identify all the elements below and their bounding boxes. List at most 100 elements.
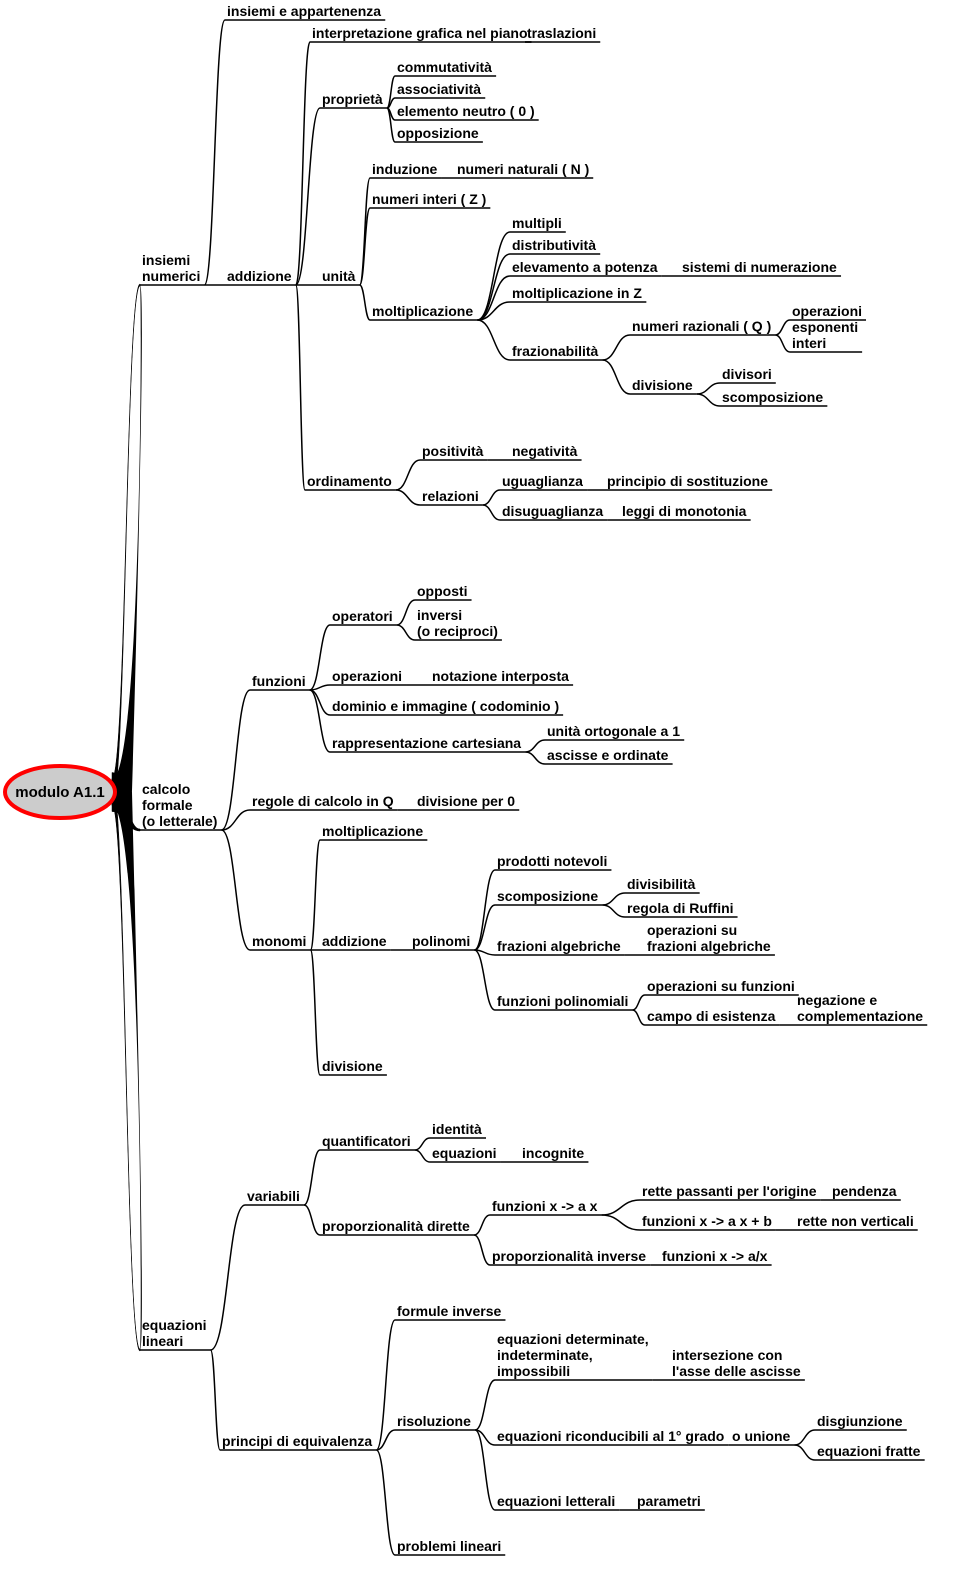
connector: [632, 995, 645, 1010]
node-opposti: opposti: [417, 583, 468, 599]
connector: [525, 752, 545, 764]
node-proporzionalita: proporzionalità dirette: [322, 1218, 470, 1234]
node-f_ax: funzioni x -> a x: [492, 1198, 598, 1214]
node-ordinamento: ordinamento: [307, 473, 392, 489]
node-dominio: dominio e immagine ( codominio ): [332, 698, 559, 714]
connector: [697, 394, 720, 406]
node-esponenti: interi: [792, 335, 826, 351]
node-opposizione: opposizione: [397, 125, 479, 141]
node-op_fraz: frazioni algebriche: [647, 938, 771, 954]
node-o_unione: o unione: [732, 1428, 791, 1444]
node-sistemi_numerazione: sistemi di numerazione: [682, 259, 837, 275]
mindmap-svg: insieminumericiinsiemi e appartenenzaadd…: [0, 0, 960, 1584]
connector: [697, 383, 720, 394]
node-cartesiana: rappresentazione cartesiana: [332, 735, 521, 751]
node-regole_q: regole di calcolo in Q: [252, 793, 394, 809]
node-numeri_naturali: numeri naturali ( N ): [457, 161, 589, 177]
connector: [477, 232, 510, 320]
node-principi: principi di equivalenza: [222, 1433, 372, 1449]
node-determinate: indeterminate,: [497, 1347, 593, 1363]
node-uguaglianza: uguaglianza: [502, 473, 583, 489]
node-operatori: operatori: [332, 608, 393, 624]
node-interi: numeri interi ( Z ): [372, 191, 486, 207]
connector: [795, 1445, 815, 1460]
node-intersezione: intersezione con: [672, 1347, 782, 1363]
node-op_fraz: operazioni su: [647, 922, 737, 938]
node-moltiplicazione: moltiplicazione: [372, 303, 473, 319]
connector: [296, 42, 310, 285]
connector: [602, 905, 625, 917]
node-elevamento: elevamento a potenza: [512, 259, 658, 275]
node-insiemi_numerici: insiemi: [142, 252, 190, 268]
node-prop_inv: proporzionalità inverse: [492, 1248, 646, 1264]
root-connector: [112, 284, 140, 806]
node-fraz_alg: frazioni algebriche: [497, 938, 621, 954]
connector: [221, 690, 250, 830]
node-ruffini: regola di Ruffini: [627, 900, 734, 916]
connector: [204, 20, 225, 285]
node-incognite: incognite: [522, 1145, 584, 1161]
connector: [396, 490, 420, 505]
connector: [602, 893, 625, 905]
connector: [304, 1205, 320, 1235]
connector: [474, 950, 495, 1010]
node-monomi: monomi: [252, 933, 306, 949]
node-elemento_neutro: elemento neutro ( 0 ): [397, 103, 535, 119]
node-distributivita: distributività: [512, 237, 596, 253]
connector: [397, 600, 415, 625]
node-f_a_over_x: funzioni x -> a/x: [662, 1248, 768, 1264]
connector: [775, 320, 790, 335]
connector: [415, 1150, 430, 1162]
connector: [474, 1215, 490, 1235]
connector: [602, 1200, 640, 1215]
node-calcolo_formale: (o letterale): [142, 813, 217, 829]
node-disgiunzione: disgiunzione: [817, 1413, 903, 1429]
connector: [415, 1138, 430, 1150]
node-rette_origine: rette passanti per l'origine: [642, 1183, 817, 1199]
connector: [397, 625, 415, 640]
node-riconducibili: equazioni riconducibili al 1° grado: [497, 1428, 724, 1444]
node-divisione_m: divisione: [322, 1058, 383, 1074]
connector: [310, 840, 320, 950]
connector: [360, 178, 370, 285]
node-traslazioni: traslazioni: [527, 25, 596, 41]
node-positivita: positività: [422, 443, 484, 459]
connector: [475, 1430, 495, 1510]
connector: [632, 1010, 645, 1025]
node-interpretazione: interpretazione grafica nel piano: [312, 25, 528, 41]
node-prodotti_notevoli: prodotti notevoli: [497, 853, 607, 869]
connector: [474, 870, 495, 950]
connector: [474, 1235, 490, 1265]
connector: [221, 830, 250, 950]
node-problemi: problemi lineari: [397, 1538, 501, 1554]
connector: [775, 335, 790, 352]
node-fratte: equazioni fratte: [817, 1443, 921, 1459]
node-monotonia: leggi di monotonia: [622, 503, 747, 519]
node-determinate: impossibili: [497, 1363, 570, 1379]
node-unita: unità: [322, 268, 356, 284]
node-intersezione: l'asse delle ascisse: [672, 1363, 801, 1379]
node-multipli: multipli: [512, 215, 562, 231]
node-polinomi: polinomi: [412, 933, 470, 949]
connector: [483, 505, 500, 520]
node-formule_inv: formule inverse: [397, 1303, 501, 1319]
node-operazioni_f: operazioni: [332, 668, 402, 684]
node-calcolo_formale: formale: [142, 797, 193, 813]
node-parametri: parametri: [637, 1493, 701, 1509]
node-op_funz: operazioni su funzioni: [647, 978, 795, 994]
node-negazione: negazione e: [797, 992, 877, 1008]
node-funz_pol: funzioni polinomiali: [497, 993, 628, 1009]
node-commutativita: commutatività: [397, 59, 492, 75]
node-frazionabilita: frazionabilità: [512, 343, 599, 359]
node-f_axb: funzioni x -> a x + b: [642, 1213, 772, 1229]
node-associativita: associatività: [397, 81, 481, 97]
node-negativita: negatività: [512, 443, 578, 459]
node-funzioni: funzioni: [252, 673, 306, 689]
node-inversi: inversi: [417, 607, 462, 623]
node-campo: campo di esistenza: [647, 1008, 776, 1024]
node-insiemi_appartenenza: insiemi e appartenenza: [227, 3, 381, 19]
node-razionali: numeri razionali ( Q ): [632, 318, 771, 334]
root-label: modulo A1.1: [15, 784, 104, 801]
node-letterali: equazioni letterali: [497, 1493, 615, 1509]
node-ascisse: ascisse e ordinate: [547, 747, 669, 763]
